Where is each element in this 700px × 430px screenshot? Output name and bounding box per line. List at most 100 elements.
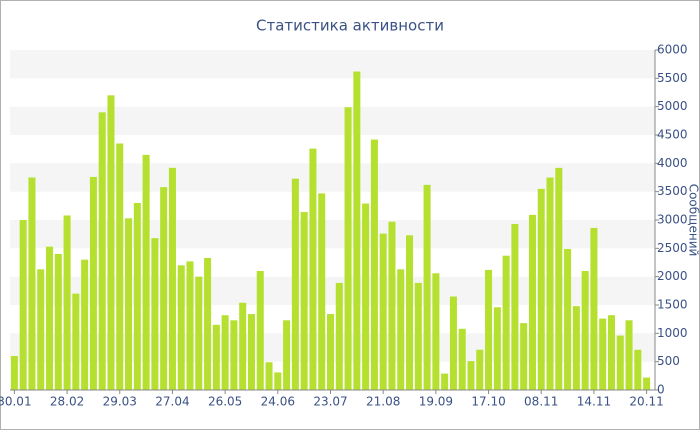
x-tick-label: 30.01 — [0, 395, 32, 409]
bar — [89, 176, 97, 390]
y-tick-label: 3000 — [657, 213, 688, 227]
bar — [643, 377, 651, 390]
y-tick-label: 500 — [657, 354, 680, 368]
bar — [397, 269, 405, 390]
bar — [10, 356, 18, 390]
y-tick-label: 3500 — [657, 184, 688, 198]
grid-band — [10, 50, 655, 79]
bar — [125, 218, 133, 390]
bar — [388, 221, 396, 390]
bar — [318, 193, 326, 390]
bar — [300, 212, 308, 390]
bar — [116, 143, 124, 390]
bar — [555, 167, 563, 390]
bar — [247, 314, 255, 390]
bar — [590, 227, 598, 390]
bar — [335, 282, 343, 390]
bar — [195, 276, 203, 390]
bar — [353, 71, 361, 391]
bar — [107, 95, 115, 390]
bar — [177, 265, 185, 390]
x-tick-label: 29.03 — [103, 395, 137, 409]
bar — [283, 320, 291, 390]
bar — [256, 271, 264, 390]
bar — [414, 282, 422, 390]
x-tick-label: 27.04 — [155, 395, 189, 409]
bar — [449, 296, 457, 390]
x-tick-label: 08.11 — [524, 395, 558, 409]
bar — [168, 167, 176, 390]
bar — [81, 259, 89, 390]
bar — [63, 215, 71, 390]
y-tick-label: 2500 — [657, 241, 688, 255]
y-tick-label: 5500 — [657, 71, 688, 85]
x-tick-label: 23.07 — [313, 395, 347, 409]
chart-title: Статистика активности — [256, 17, 444, 35]
bar — [572, 306, 580, 390]
bar — [370, 139, 378, 390]
bar — [46, 246, 54, 390]
x-tick-label: 14.11 — [577, 395, 611, 409]
x-tick-label: 19.09 — [419, 395, 453, 409]
bar — [221, 315, 229, 390]
x-tick-label: 20.11 — [629, 395, 663, 409]
bar — [406, 235, 414, 390]
y-tick-label: 1000 — [657, 326, 688, 340]
bar — [467, 361, 475, 390]
bar — [511, 223, 519, 390]
bar — [564, 248, 572, 390]
bar — [616, 335, 624, 390]
y-axis-label: Сообщений — [687, 184, 700, 257]
bar — [362, 203, 370, 390]
bar — [204, 257, 212, 390]
x-tick-label: 21.08 — [366, 395, 400, 409]
y-tick-label: 2000 — [657, 269, 688, 283]
x-tick-label: 28.02 — [50, 395, 84, 409]
bar — [485, 269, 493, 390]
bar — [344, 107, 352, 390]
bar — [19, 220, 27, 390]
x-tick-label: 17.10 — [471, 395, 505, 409]
bar — [37, 269, 45, 390]
bar — [133, 203, 141, 390]
bar — [607, 315, 615, 390]
bar — [142, 154, 150, 390]
y-tick-label: 4500 — [657, 128, 688, 142]
bar — [309, 148, 317, 390]
bar — [476, 349, 484, 390]
bar — [581, 271, 589, 390]
bar — [379, 233, 387, 390]
y-tick-label: 4000 — [657, 156, 688, 170]
y-tick-label: 1500 — [657, 298, 688, 312]
bar — [230, 320, 238, 390]
bar — [502, 255, 510, 390]
bar — [493, 307, 501, 390]
bar — [326, 314, 335, 390]
grid-band — [10, 106, 655, 135]
bar — [239, 302, 247, 390]
y-tick-label: 6000 — [657, 43, 688, 57]
bar — [458, 328, 466, 390]
bar — [520, 323, 528, 390]
bar — [28, 177, 36, 390]
bar — [98, 112, 106, 390]
x-tick-label: 24.06 — [261, 395, 295, 409]
bar — [546, 177, 554, 390]
bar — [441, 373, 449, 390]
bar — [151, 238, 159, 390]
bar — [54, 254, 62, 390]
bar — [265, 362, 273, 390]
bar — [625, 320, 633, 390]
bar — [528, 214, 536, 390]
bar — [423, 184, 431, 390]
bar — [186, 261, 194, 390]
bar — [599, 318, 607, 390]
bar — [291, 178, 299, 390]
bar — [634, 349, 642, 390]
x-tick-label: 26.05 — [208, 395, 242, 409]
y-tick-label: 5000 — [657, 99, 688, 113]
y-tick-label: 0 — [657, 383, 665, 397]
bar — [274, 372, 282, 390]
bar — [72, 293, 80, 390]
